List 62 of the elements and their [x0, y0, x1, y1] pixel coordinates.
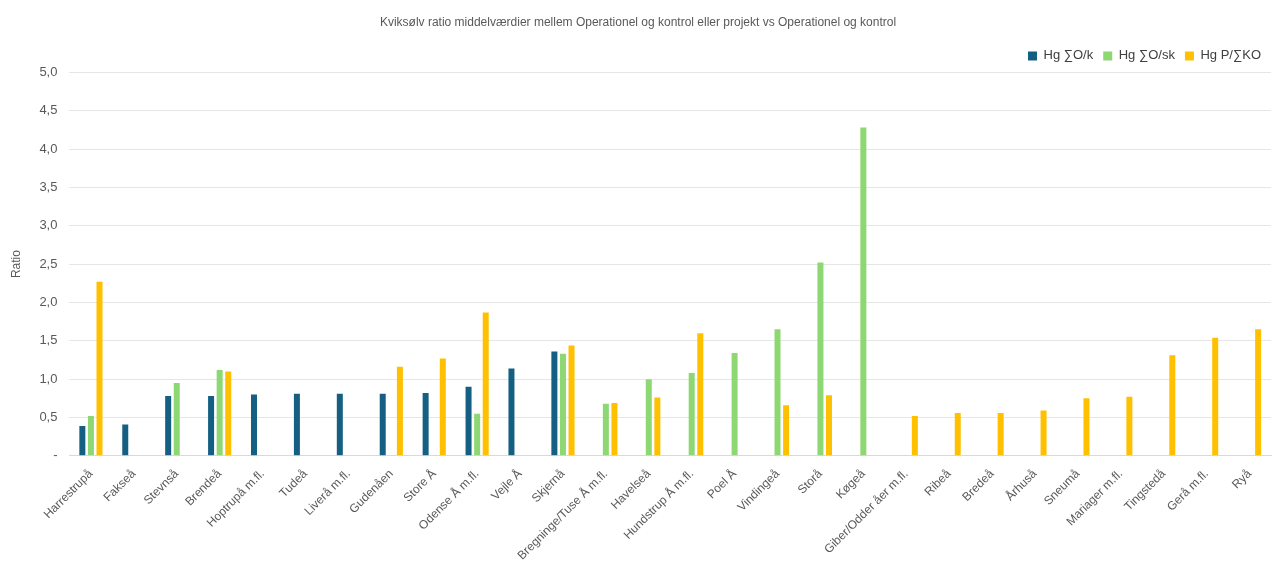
- bar: [482, 312, 489, 456]
- y-tick-label: -: [53, 447, 58, 463]
- chart-title: Kviksølv ratio middelværdier mellem Operationel og kontrol eller projekt vs Operationel og kontrol: [379, 14, 897, 29]
- bar: [1169, 355, 1176, 456]
- y-axis-title: Ratio: [8, 249, 23, 279]
- bar: [860, 127, 867, 456]
- bar: [87, 415, 94, 456]
- bar: [250, 394, 257, 456]
- bar: [173, 382, 180, 456]
- bar: [396, 366, 403, 456]
- y-tick-label: 2,0: [39, 294, 58, 310]
- bar: [336, 393, 343, 456]
- bar: [731, 353, 738, 456]
- bar: [1126, 396, 1133, 456]
- legend-label: Hg ∑O/sk: [1118, 47, 1176, 63]
- bar: [697, 333, 704, 456]
- bar: [559, 353, 566, 456]
- bar: [783, 405, 790, 456]
- bar: [465, 386, 472, 456]
- y-tick-label: 3,5: [39, 179, 58, 195]
- bar: [774, 329, 781, 456]
- bar: [1212, 337, 1219, 456]
- y-tick-label: 1,0: [39, 370, 58, 386]
- bar: [79, 425, 86, 456]
- bar: [654, 397, 661, 456]
- bar: [293, 393, 300, 456]
- bar: [568, 345, 575, 456]
- y-tick-label: 1,5: [39, 332, 58, 348]
- y-tick-label: 5,0: [39, 63, 58, 79]
- bar: [602, 403, 609, 456]
- bar: [911, 415, 918, 456]
- bar: [439, 358, 446, 456]
- bar: [474, 413, 481, 456]
- y-tick-label: 3,0: [39, 217, 58, 233]
- bar: [165, 396, 172, 456]
- bar: [997, 412, 1004, 456]
- bar: [122, 424, 129, 456]
- bar: [688, 373, 695, 456]
- bar: [1040, 410, 1047, 456]
- x-tick-label: Vejle Å: [487, 465, 525, 503]
- bar: [216, 369, 223, 456]
- bar: [551, 351, 558, 456]
- bar: [379, 393, 386, 456]
- y-tick-label: 0,5: [39, 409, 58, 425]
- legend-label: Hg ∑O/k: [1043, 47, 1094, 63]
- y-tick-label: 4,0: [39, 140, 58, 156]
- bar: [954, 412, 961, 456]
- x-tick-label: Ryå: [1229, 466, 1255, 492]
- bar: [225, 371, 232, 456]
- legend-label: Hg P/∑KO: [1200, 47, 1262, 63]
- bar: [96, 281, 103, 456]
- y-tick-label: 2,5: [39, 255, 58, 271]
- bar: [645, 379, 652, 456]
- bar: [1083, 398, 1090, 456]
- bar: [508, 368, 515, 456]
- bar: [826, 395, 833, 456]
- y-tick-label: 4,5: [39, 102, 58, 118]
- bar: [817, 262, 824, 456]
- bar: [422, 392, 429, 456]
- bar: [1255, 329, 1262, 456]
- bar: [208, 396, 215, 456]
- bar: [611, 402, 618, 456]
